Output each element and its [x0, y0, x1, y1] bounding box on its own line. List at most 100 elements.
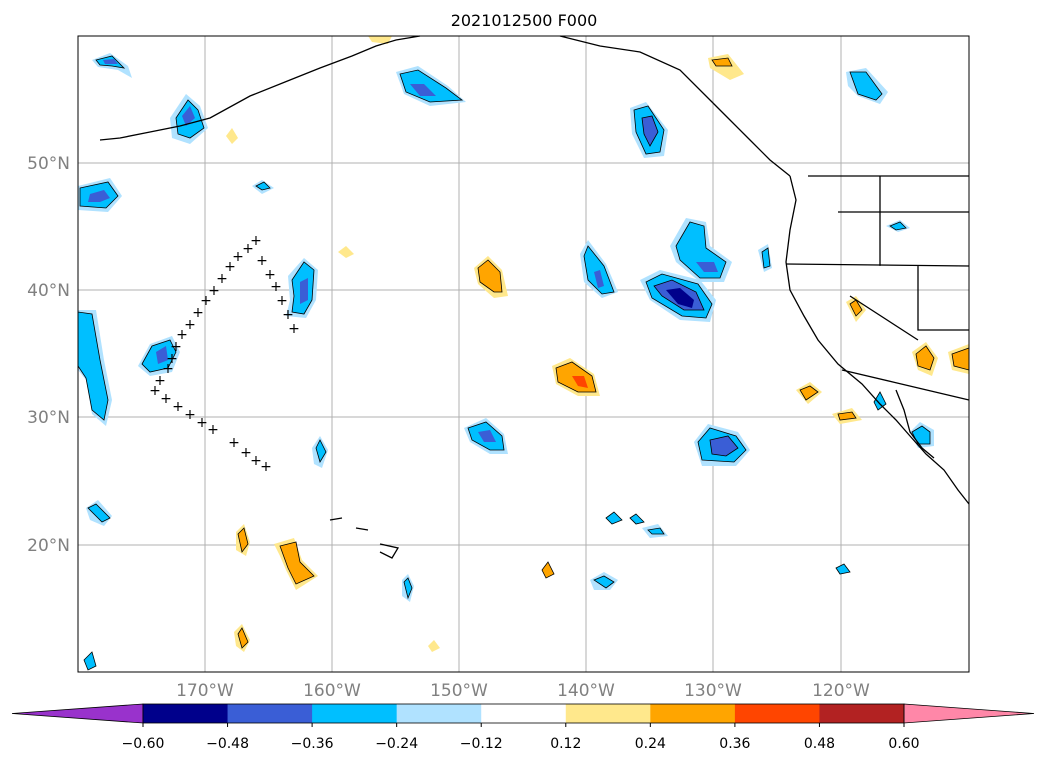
negative-anomaly-blob	[83, 651, 97, 671]
negative-anomaly-blob	[138, 336, 180, 376]
colorbar-bin	[481, 704, 567, 723]
track-marker: +	[176, 327, 188, 343]
colorbar-tick-label: −0.48	[206, 736, 249, 752]
positive-anomaly-blob	[474, 256, 508, 298]
track-marker: +	[154, 373, 166, 389]
graticule	[78, 36, 969, 672]
positive-anomaly-blob	[948, 344, 970, 374]
colorbar-tick-label: −0.36	[291, 736, 334, 752]
track-marker: +	[256, 253, 268, 269]
positive-anomaly-blob	[226, 128, 238, 144]
track-marker: +	[242, 241, 254, 257]
negative-anomaly-blob	[580, 240, 618, 298]
colorbar-tick-label: 0.24	[635, 736, 666, 752]
latitude-labels: 20°N 30°N 40°N 50°N	[27, 154, 70, 556]
track-marker: +	[224, 259, 236, 275]
hawaiian-islands	[329, 517, 400, 559]
track-marker: +	[282, 307, 294, 323]
positive-anomaly-blob	[846, 296, 866, 322]
map-background	[78, 36, 969, 672]
lon-label-120w: 120°W	[812, 681, 870, 701]
track-marker: +	[232, 249, 244, 265]
track-marker: +	[149, 383, 161, 399]
track-marker: +	[250, 453, 262, 469]
track-marker: +	[160, 391, 172, 407]
coastlines	[99, 35, 970, 559]
negative-anomaly-blob	[464, 418, 508, 454]
colorbar-bin	[396, 704, 482, 723]
track-marker: +	[166, 351, 178, 367]
positive-anomaly-blob	[428, 640, 440, 652]
negative-anomaly-blob	[640, 270, 716, 322]
track-marker: +	[216, 271, 228, 287]
longitude-labels: 170°W 160°W 150°W 140°W 130°W 120°W	[176, 681, 870, 701]
track-marker: +	[184, 407, 196, 423]
track-marker: +	[288, 321, 300, 337]
lon-label-150w: 150°W	[430, 681, 488, 701]
colorbar-extension-high	[903, 703, 1035, 724]
negative-anomaly-blob	[846, 68, 888, 104]
colorbar-bin	[650, 704, 736, 723]
positive-anomaly-blob	[368, 36, 392, 44]
positive-anomaly-blob	[912, 342, 938, 376]
positive-anomaly-blob	[274, 538, 318, 590]
track-marker: +	[260, 459, 272, 475]
track-marker: +	[162, 361, 174, 377]
negative-anomaly-blob	[590, 572, 618, 590]
lat-label-50n: 50°N	[27, 154, 70, 174]
track-marker: +	[276, 293, 288, 309]
colorbar-tick-label: 0.12	[550, 736, 581, 752]
negative-anomaly-blob	[886, 220, 910, 232]
positive-anomaly-blob	[552, 358, 600, 396]
colorbar-bin	[734, 704, 820, 723]
negative-anomaly-blob	[629, 513, 645, 525]
figure-title: 2021012500 F000	[451, 11, 598, 30]
negative-anomaly-blob	[642, 524, 668, 538]
track-marker: +	[250, 233, 262, 249]
track-marker: +	[200, 293, 212, 309]
lon-label-140w: 140°W	[557, 681, 615, 701]
negative-anomaly-blob	[396, 66, 466, 106]
negative-anomaly-blob	[312, 436, 328, 468]
negative-anomaly-blob	[630, 102, 668, 158]
positive-anomaly-blob	[236, 524, 250, 556]
colorbar-outline	[142, 703, 905, 724]
colorbar-tick-label: 0.60	[888, 736, 919, 752]
negative-anomaly-blob	[694, 424, 750, 466]
map-frame	[77, 35, 970, 673]
colorbar-bin	[143, 704, 229, 723]
colorbar-extension-low	[11, 703, 144, 724]
lon-label-160w: 160°W	[303, 681, 361, 701]
track-marker: +	[228, 435, 240, 451]
positive-anomaly-blob	[796, 382, 822, 404]
positive-anomaly-blob	[832, 408, 862, 424]
lon-label-170w: 170°W	[176, 681, 234, 701]
positive-anomaly-blob	[338, 246, 354, 258]
track-marker: +	[192, 305, 204, 321]
colorbar-bin	[565, 704, 651, 723]
lat-label-30n: 30°N	[27, 408, 70, 428]
alaska-coast	[559, 35, 791, 177]
north-america-west-coast	[785, 175, 970, 505]
lat-label-20n: 20°N	[27, 536, 70, 556]
track-marker: +	[172, 399, 184, 415]
baja-peninsula	[895, 389, 935, 459]
colorbar-tick-label: 0.48	[804, 736, 835, 752]
track-marker: +	[240, 445, 252, 461]
negative-anomaly-blob	[605, 511, 623, 525]
positive-anomaly-blob	[234, 624, 250, 652]
positive-anomaly-blob	[541, 561, 555, 579]
negative-anomaly-blob	[670, 218, 732, 282]
colorbar: −0.60 −0.48 −0.36 −0.24 −0.12 0.12 0.24 0.36 0.4…	[11, 703, 1035, 752]
track-marker: +	[184, 317, 196, 333]
track-marker: +	[264, 267, 276, 283]
negative-anomaly-blob	[86, 500, 112, 526]
anomaly-contours	[77, 36, 970, 671]
colorbar-tick-label: −0.12	[460, 736, 503, 752]
negative-anomaly-blob	[77, 310, 112, 426]
negative-anomaly-blob	[78, 178, 122, 212]
negative-anomaly-blob	[835, 563, 851, 575]
lon-label-130w: 130°W	[684, 681, 742, 701]
storm-track: +++ + + + ++++++++++++++++++++++++	[149, 233, 300, 475]
